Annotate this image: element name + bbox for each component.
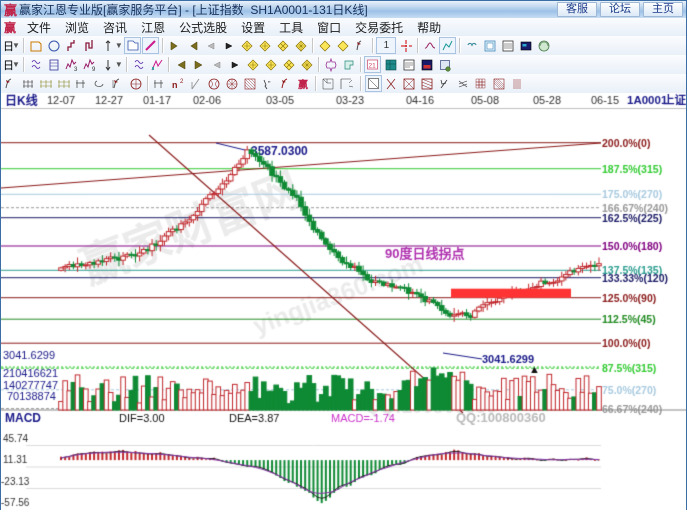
svg-text:9: 9 xyxy=(92,67,96,72)
svg-text:赢: 赢 xyxy=(298,78,308,91)
svg-text:21: 21 xyxy=(369,63,377,70)
svg-text:": " xyxy=(268,81,271,88)
svg-text:n: n xyxy=(172,80,178,90)
svg-text:3: 3 xyxy=(74,67,78,72)
svg-text:2: 2 xyxy=(180,79,184,85)
